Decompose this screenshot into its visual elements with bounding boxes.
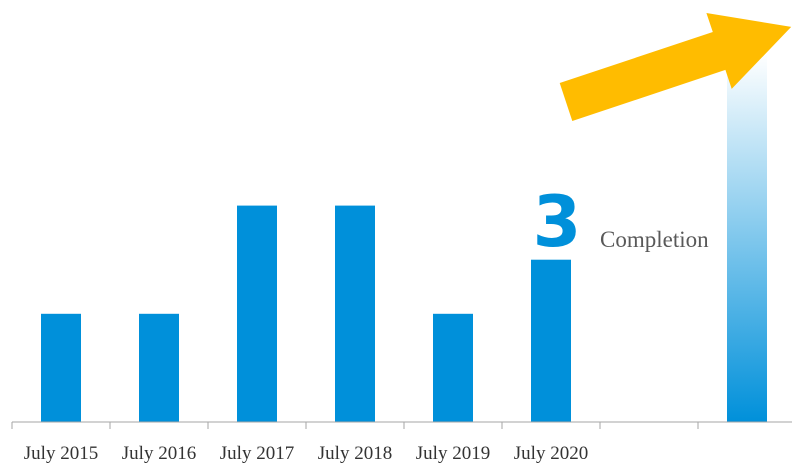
x-axis-labels: July 2015 July 2016 July 2017 July 2018 July… <box>24 443 588 464</box>
x-tick-label: July 2015 <box>24 443 98 464</box>
arrow-layer <box>559 13 792 121</box>
x-tick-label: July 2020 <box>514 443 588 464</box>
x-tick-label: July 2019 <box>416 443 490 464</box>
bar-goal-gradient <box>727 54 767 422</box>
x-tick-label: July 2017 <box>220 443 294 464</box>
bars-layer <box>41 54 767 422</box>
bar-july-2017 <box>237 205 277 422</box>
bar-july-2016 <box>139 313 179 422</box>
x-axis <box>11 421 792 429</box>
annotation-layer: 3 Completion <box>533 181 709 263</box>
completion-number: 3 <box>533 181 582 263</box>
bar-july-2015 <box>41 313 81 422</box>
completion-label: Completion <box>600 227 709 252</box>
x-tick-label: July 2018 <box>318 443 392 464</box>
growth-arrow <box>559 13 792 121</box>
bar-july-2019 <box>433 313 473 422</box>
bar-july-2020 <box>531 259 571 422</box>
x-tick-label: July 2016 <box>122 443 196 464</box>
bar-july-2018 <box>335 205 375 422</box>
